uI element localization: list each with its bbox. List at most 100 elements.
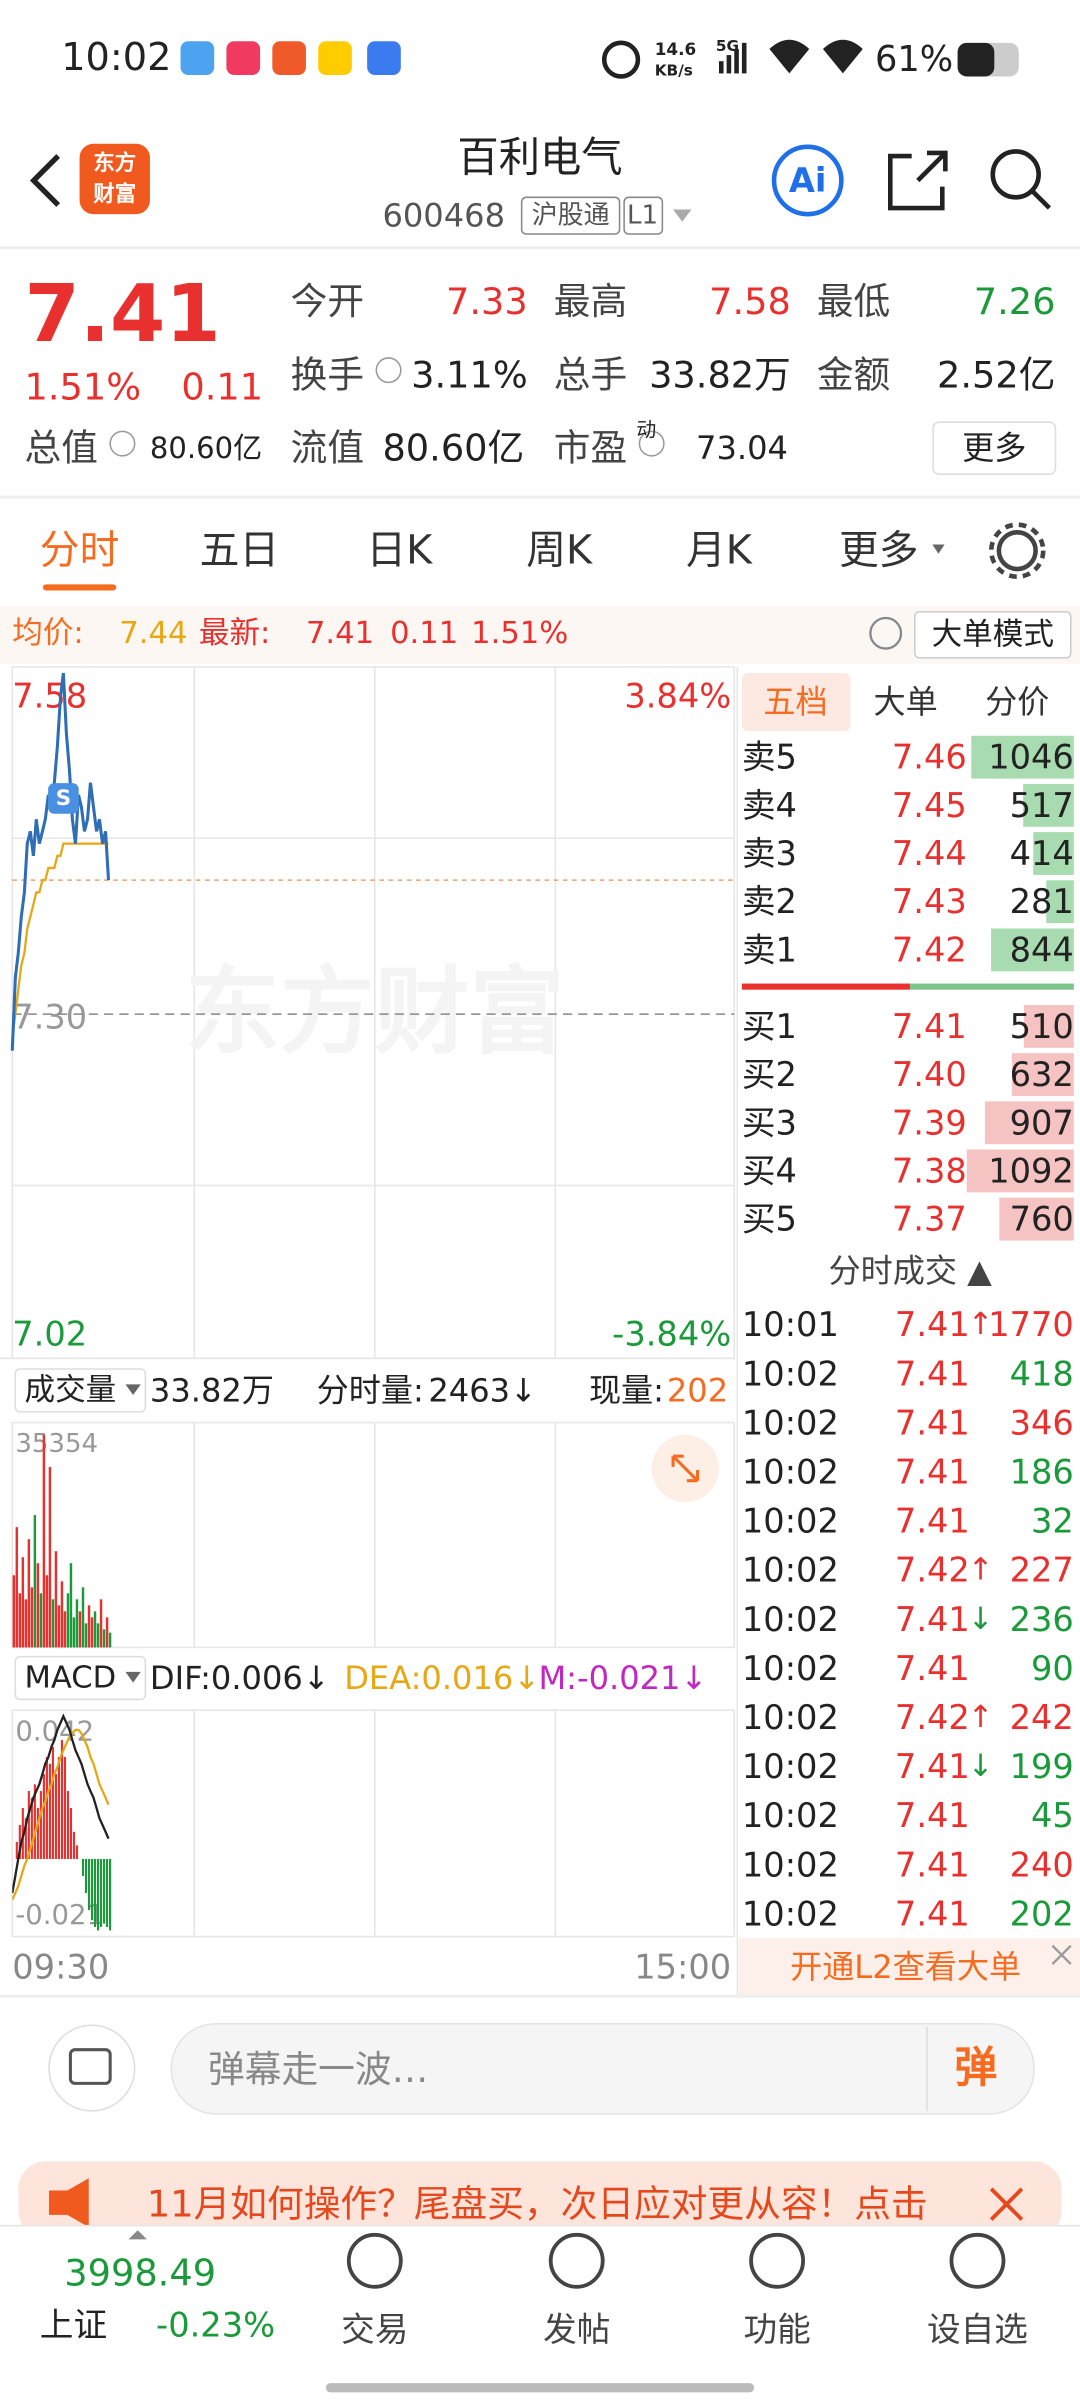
stock-code: 600468 <box>382 197 505 235</box>
latest-value: 7.41 <box>306 616 374 651</box>
nav-label[interactable]: 设自选 <box>927 2310 1028 2349</box>
dea-line <box>12 1728 110 1901</box>
macd-bar <box>33 1784 36 1860</box>
tab[interactable]: 分时 <box>40 528 120 574</box>
comment-toggle[interactable] <box>48 2024 136 2112</box>
trades-title: 分时成交 ▲ <box>829 1252 993 1290</box>
settings-button[interactable] <box>996 530 1038 572</box>
nav-label[interactable]: 发帖 <box>543 2310 610 2349</box>
tag-box <box>520 196 621 235</box>
dropdown-icon[interactable] <box>673 209 692 222</box>
field-value: 80.60亿 <box>150 431 262 465</box>
trade-direction: ↑ <box>968 1700 994 1735</box>
macd-bar <box>102 1859 106 1924</box>
depth-bar <box>1023 783 1074 827</box>
volume-bar <box>69 1563 73 1648</box>
book-tab[interactable]: 大单 <box>873 683 937 721</box>
depth-bar <box>966 1149 1074 1193</box>
help-icon[interactable] <box>869 616 903 650</box>
back-button[interactable] <box>29 154 61 207</box>
book-label: 买3 <box>742 1103 797 1142</box>
search-button[interactable] <box>990 149 1041 200</box>
tab[interactable]: 周K <box>526 528 593 574</box>
trade-price: 7.41 <box>895 1747 970 1786</box>
trade-volume: 242 <box>1010 1698 1074 1737</box>
volume-selector[interactable] <box>14 1368 147 1413</box>
minute-volume: 2463↓ <box>428 1371 537 1409</box>
trade-price: 7.41 <box>895 1796 970 1835</box>
l2-banner[interactable] <box>738 1938 1080 1997</box>
macd-bar <box>24 1818 27 1860</box>
nav-items: 交易 发帖 功能 设自选 <box>341 2232 1028 2349</box>
book-price: 7.37 <box>892 1200 967 1239</box>
trade-volume: 32 <box>1031 1502 1074 1541</box>
nav-label[interactable]: 交易 <box>341 2310 408 2349</box>
macd-bar <box>108 1859 112 1931</box>
volume-bar <box>57 1605 61 1648</box>
comment-input[interactable] <box>170 2022 1035 2115</box>
ad-banner[interactable] <box>18 2161 1062 2238</box>
tab[interactable]: 更多 <box>839 528 919 574</box>
mode-button[interactable] <box>913 611 1072 659</box>
trade-volume: 199 <box>1010 1747 1074 1786</box>
net-speed: 14.6 <box>655 39 696 59</box>
expand-arrow[interactable] <box>128 2230 147 2240</box>
volume-bar <box>36 1563 40 1648</box>
macd-bar <box>42 1774 45 1860</box>
index-value[interactable]: 3998.49 <box>64 2252 216 2295</box>
ai-button[interactable] <box>771 144 844 217</box>
change-pct: 1.51% <box>25 365 142 408</box>
close-ad[interactable] <box>989 2187 1024 2221</box>
trade-price: 7.41 <box>895 1403 970 1442</box>
trade-time: 10:02 <box>742 1452 839 1491</box>
trade-price: 7.41 <box>895 1305 970 1344</box>
tab[interactable]: 五日 <box>200 528 280 574</box>
indicator-selector[interactable] <box>14 1655 147 1701</box>
tab[interactable]: 月K <box>686 528 753 574</box>
trade-price: 7.41 <box>895 1452 970 1491</box>
trade-direction: ↑ <box>968 1307 994 1342</box>
volume-bar <box>42 1434 46 1648</box>
macd-bar <box>39 1791 42 1860</box>
tag-box <box>623 196 664 235</box>
nav-icon <box>949 2232 1006 2289</box>
trade-time: 10:02 <box>742 1747 839 1786</box>
dea-label: DEA:0.016↓ <box>344 1659 540 1697</box>
stock-name: 百利电气 <box>457 134 622 182</box>
dif-label: DIF:0.006↓ <box>150 1659 330 1697</box>
book-label: 买1 <box>742 1007 797 1046</box>
share-button[interactable] <box>887 150 948 211</box>
trade-time: 10:02 <box>742 1502 839 1541</box>
trade-time: 10:02 <box>742 1354 839 1393</box>
macd-bar <box>60 1740 64 1860</box>
volume-label: 成交量 <box>25 1373 117 1408</box>
more-button[interactable] <box>932 421 1057 475</box>
volume-total: 33.82万 <box>150 1371 274 1409</box>
field-label: 流值 <box>291 427 364 470</box>
macd-bar <box>48 1763 51 1860</box>
volume-bar <box>21 1557 25 1648</box>
y-tick-label: -0.021 <box>15 1899 104 1931</box>
book-tab[interactable]: 分价 <box>985 683 1049 721</box>
trade-time: 10:02 <box>742 1600 839 1639</box>
book-tab[interactable]: 五档 <box>763 683 827 721</box>
volume-bar <box>81 1587 85 1648</box>
expand-icon <box>671 1454 700 1483</box>
macd-bar <box>96 1859 100 1931</box>
nav-icon <box>749 2232 806 2289</box>
more-label: 更多 <box>962 429 1026 467</box>
trade-direction: ↓ <box>968 1602 994 1637</box>
danmaku-button[interactable]: 弹 <box>955 2043 998 2093</box>
minute-volume-label: 分时量: <box>317 1371 424 1409</box>
nav-label[interactable]: 功能 <box>743 2310 810 2349</box>
index-name: 上证 <box>40 2306 107 2345</box>
pct-label: -3.84% <box>612 1314 731 1353</box>
volume-bar <box>51 1599 55 1648</box>
close-banner[interactable] <box>1051 1944 1072 1965</box>
tab[interactable]: 日K <box>366 528 433 574</box>
field-value: 7.26 <box>974 280 1056 323</box>
field-label: 换手 <box>291 353 364 396</box>
field-label: 最高 <box>554 280 627 323</box>
